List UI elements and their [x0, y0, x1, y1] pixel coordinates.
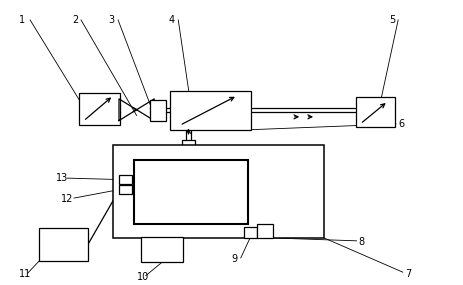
Text: 1: 1 — [19, 15, 25, 25]
Text: 7: 7 — [405, 268, 411, 279]
Bar — [182, 140, 195, 155]
Bar — [119, 185, 132, 194]
Text: 6: 6 — [398, 119, 404, 129]
Text: 11: 11 — [19, 269, 31, 279]
Text: 5: 5 — [389, 15, 395, 25]
Bar — [141, 237, 183, 262]
Text: 3: 3 — [109, 15, 115, 25]
Bar — [79, 93, 120, 125]
Bar — [170, 91, 251, 130]
Bar — [39, 228, 88, 261]
Text: 13: 13 — [56, 173, 68, 183]
Bar — [113, 145, 324, 238]
Bar — [134, 160, 248, 224]
Bar — [119, 175, 132, 184]
Bar — [356, 97, 395, 127]
Text: 9: 9 — [232, 254, 238, 264]
Text: 10: 10 — [137, 272, 149, 282]
Text: 12: 12 — [61, 194, 74, 205]
Bar — [244, 227, 257, 238]
Text: 2: 2 — [72, 15, 78, 25]
Text: 8: 8 — [359, 237, 365, 247]
Bar — [257, 224, 273, 238]
Text: 4: 4 — [169, 15, 175, 25]
Bar — [150, 100, 166, 121]
